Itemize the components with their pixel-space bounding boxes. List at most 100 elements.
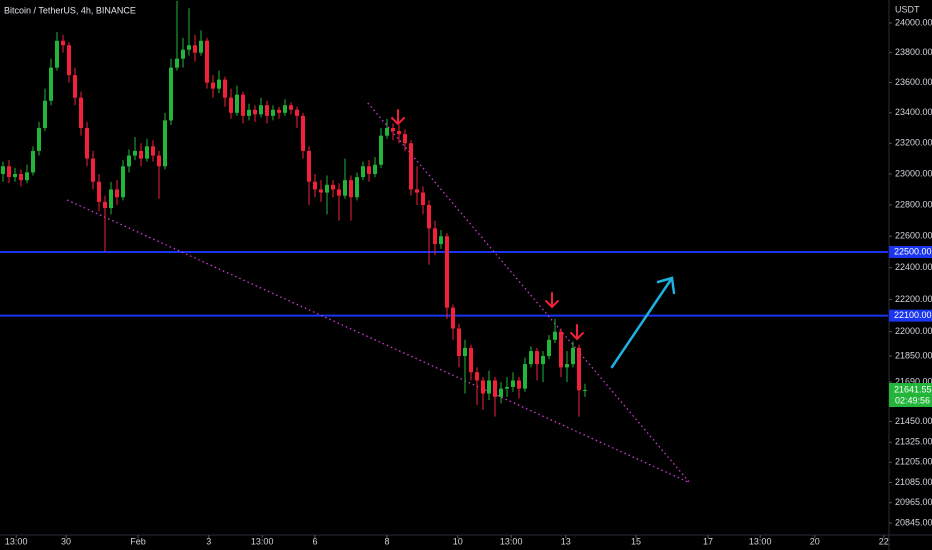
candle-body [103,201,107,209]
candle-body [319,189,323,193]
candle-body [409,143,413,190]
candle-body [337,189,341,196]
candle-body [223,79,227,98]
candle-body [205,40,209,83]
y-tick-label: 21690.00 [895,376,932,386]
y-tick-label: 23200.00 [895,138,932,148]
x-tick-label: 13:00 [500,536,523,546]
currency-label: USDT [895,4,920,14]
y-tick-label: 20845.00 [895,517,932,527]
candle-body [25,172,29,181]
candle-body [157,155,161,167]
candle-body [499,388,503,397]
y-tick-label: 22400.00 [895,262,932,272]
y-tick-label: 23800.00 [895,47,932,57]
candle-body [43,100,47,129]
candle-body [295,109,299,116]
candle-body [547,339,551,356]
candle-body [571,347,575,365]
candle-body [445,236,449,308]
candle-body [37,128,41,151]
candle-body [109,189,113,209]
candle-body [331,184,335,190]
candle-body [193,45,197,53]
y-tick-label: 22800.00 [895,199,932,209]
candle-body [181,49,185,59]
signal-arrows [391,109,584,341]
y-tick-label: 21850.00 [895,350,932,360]
candle-body [505,386,509,389]
candle-body [187,45,191,50]
candle-body [367,166,371,174]
candle-body [271,109,275,116]
candle-body [475,372,479,381]
last-price-label: 21641.55 [894,384,932,394]
trend-line [66,199,691,484]
last-price-box [889,383,932,408]
projection-arrow [610,276,676,369]
candle-body [85,128,89,159]
candle-body [433,228,437,245]
x-tick-label: 13:00 [749,536,772,546]
candle-body [553,331,557,340]
candle-body [241,94,245,116]
candle-body [535,351,539,365]
level-label-box [889,245,932,258]
candle-body [469,347,473,373]
y-tick-label: 20965.00 [895,497,932,507]
candle-body [169,67,173,121]
y-tick-label: 21205.00 [895,457,932,467]
candle-body [313,181,317,190]
candle-body [301,115,305,151]
candle-body [307,150,311,182]
x-tick-label: 20 [810,536,820,546]
candle-body [355,177,359,198]
x-tick-label: 15 [631,536,641,546]
candle-body [67,45,71,76]
candle-body [91,158,95,182]
candle-body [133,150,137,156]
candle-body [517,380,521,389]
candle-body [253,109,257,115]
candle-body [529,351,533,365]
candle-body [451,307,455,329]
candle-body [325,184,329,193]
x-tick-label: 13:00 [5,536,28,546]
candle-body [115,189,119,198]
candle-body [361,166,365,178]
x-tick-label: Feb [130,536,146,546]
level-label: 22100.00 [894,310,932,320]
candle-body [583,390,587,392]
down-arrow [570,324,584,341]
candle-body [211,82,215,89]
candle-body [559,331,563,368]
candle-body [163,120,167,167]
candle-body [121,166,125,198]
x-tick-label: 17 [703,536,713,546]
candle-body [349,180,353,198]
candle-body [391,128,395,132]
candle-body [463,347,467,356]
candle-body [61,40,65,46]
candle-body [19,173,23,181]
candle-body [289,105,293,110]
trend-line [367,102,691,484]
x-tick-label: 3 [206,536,211,546]
candle-body [31,150,35,173]
candle-body [175,58,179,68]
candle-body [199,40,203,53]
candle-body [343,180,347,196]
candle-body [565,364,569,368]
candle-body [97,181,101,202]
level-label-box [889,309,932,322]
candle-body [151,146,155,156]
candle-body [1,166,5,174]
candle-body [283,105,287,113]
candle-body [265,105,269,116]
y-tick-label: 21085.00 [895,477,932,487]
candle-body [577,347,581,391]
candle-body [139,150,143,159]
plot-area [0,0,888,484]
level-label: 22500.00 [894,246,932,256]
